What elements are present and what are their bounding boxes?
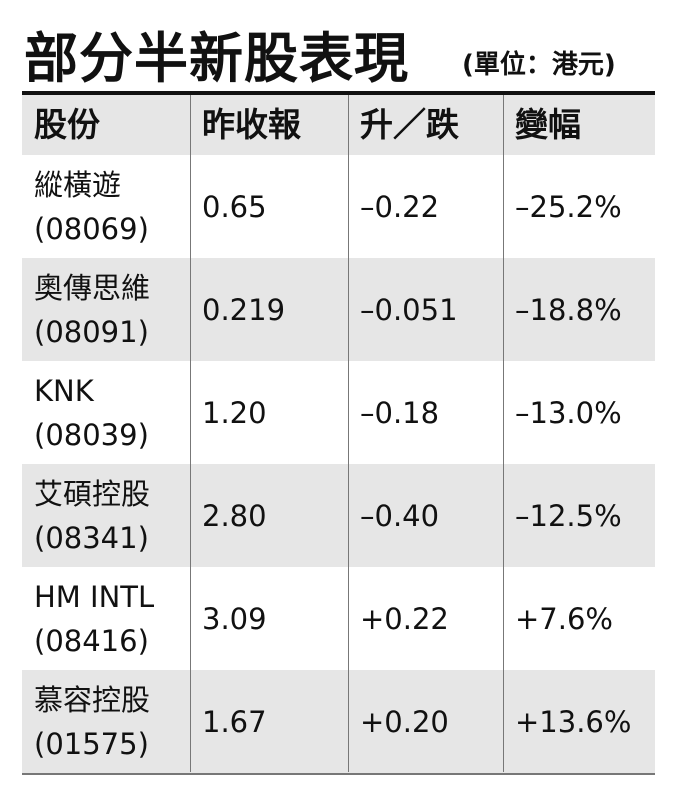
- column-header: 升／跌: [360, 105, 459, 144]
- value-cell: +0.20: [360, 704, 449, 739]
- value-cell: –12.5%: [515, 498, 622, 533]
- stock-cell: 縱橫遊 (08069): [22, 155, 190, 258]
- bottom-rule: [22, 773, 655, 775]
- value-cell: 0.219: [202, 292, 286, 327]
- value-cell: –0.051: [360, 292, 458, 327]
- value-cell: +0.22: [360, 601, 449, 636]
- value-cell: –0.18: [360, 395, 440, 430]
- value-cell: +13.6%: [515, 704, 632, 739]
- column-divider: [348, 95, 349, 772]
- column-divider: [503, 95, 504, 772]
- header-row: 股份 昨收報 升／跌 變幅: [22, 95, 655, 155]
- table-row: 縱橫遊 (08069) 0.65 –0.22 –25.2%: [22, 155, 655, 258]
- stock-code: (01575): [34, 726, 149, 761]
- stock-name: HM INTL: [34, 579, 155, 614]
- stock-code: (08039): [34, 417, 149, 452]
- value-cell: +7.6%: [515, 601, 613, 636]
- value-cell: –0.40: [360, 498, 440, 533]
- table-row: KNK (08039) 1.20 –0.18 –13.0%: [22, 361, 655, 464]
- value-cell: –13.0%: [515, 395, 622, 430]
- value-cell: 1.20: [202, 395, 267, 430]
- value-cell: –0.22: [360, 189, 440, 224]
- stock-name: 奧傳思維: [34, 270, 151, 305]
- stock-code: (08341): [34, 520, 149, 555]
- column-header: 股份: [34, 105, 100, 144]
- table-row: 奧傳思維 (08091) 0.219 –0.051 –18.8%: [22, 258, 655, 361]
- value-cell: 3.09: [202, 601, 267, 636]
- stock-code: (08069): [34, 211, 149, 246]
- value-cell: –25.2%: [515, 189, 622, 224]
- stock-name: 縱橫遊: [34, 167, 122, 202]
- stock-name: 艾碩控股: [34, 476, 151, 511]
- value-cell: 1.67: [202, 704, 267, 739]
- column-header: 變幅: [515, 105, 581, 144]
- table-row: 艾碩控股 (08341) 2.80 –0.40 –12.5%: [22, 464, 655, 567]
- stock-cell: HM INTL (08416): [22, 567, 190, 670]
- stock-cell: KNK (08039): [22, 361, 190, 464]
- stock-cell: 奧傳思維 (08091): [22, 258, 190, 361]
- stock-name: 慕容控股: [34, 682, 151, 717]
- value-cell: 0.65: [202, 189, 267, 224]
- stock-cell: 慕容控股 (01575): [22, 670, 190, 773]
- stock-code: (08091): [34, 314, 149, 349]
- top-rule: [22, 91, 655, 95]
- stock-name: KNK: [34, 373, 94, 408]
- value-cell: –18.8%: [515, 292, 622, 327]
- table-row: HM INTL (08416) 3.09 +0.22 +7.6%: [22, 567, 655, 670]
- title: 部分半新股表現: [24, 27, 409, 90]
- table-row: 慕容控股 (01575) 1.67 +0.20 +13.6%: [22, 670, 655, 773]
- stock-cell: 艾碩控股 (08341): [22, 464, 190, 567]
- unit: (單位：港元): [462, 50, 616, 80]
- column-divider: [190, 95, 191, 772]
- value-cell: 2.80: [202, 498, 267, 533]
- column-header: 昨收報: [202, 105, 301, 144]
- stock-code: (08416): [34, 623, 149, 658]
